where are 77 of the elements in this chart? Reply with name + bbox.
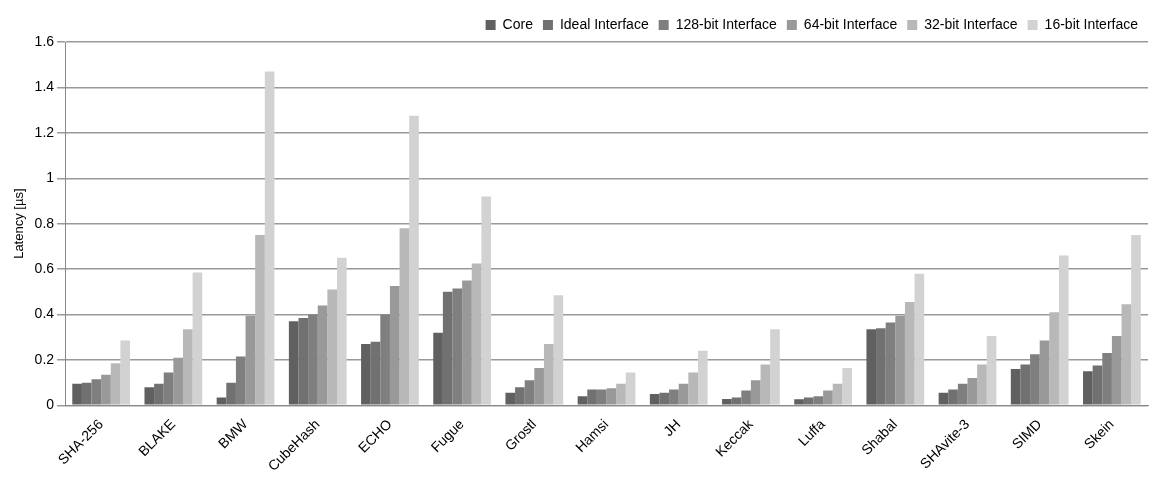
bar [938,392,949,405]
bar [722,398,732,405]
bar [1049,312,1059,405]
bar [433,332,443,405]
bar [697,350,708,405]
bar [986,336,997,405]
y-tick-label: 0.4 [34,305,55,322]
bar [625,372,636,405]
bar [192,272,203,405]
bar [803,397,814,405]
bar [1010,369,1021,405]
y-tick-label: 0 [46,396,55,413]
legend-label: 32-bit Interface [924,15,1018,32]
bar [144,387,155,405]
bar [842,367,852,405]
bar [731,397,742,405]
bar [948,389,958,405]
bar [577,396,588,405]
legend-label: Ideal Interface [559,15,649,32]
bar [904,302,915,405]
legend-label: 16-bit Interface [1044,15,1139,32]
legend-label: 64-bit Interface [803,15,898,32]
y-tick-label: 0.6 [34,259,55,276]
bar [977,364,987,405]
bar [409,115,419,405]
bar [1020,364,1031,405]
y-tick-label: 1 [46,169,55,186]
bar [770,329,780,405]
bar [264,71,275,405]
bar [442,291,453,405]
y-tick-label: 1.4 [34,78,55,95]
bar [298,317,309,405]
bar [81,382,92,405]
legend-label: 128-bit Interface [675,15,778,32]
bar [361,344,371,405]
bar [543,344,554,405]
bar [876,328,886,405]
bar [216,397,227,405]
bar [505,392,516,405]
bar [794,399,804,405]
bar [1121,304,1132,405]
bar [120,340,131,405]
bar [154,383,164,405]
bar [1083,371,1093,405]
bar [182,329,193,405]
y-tick-label: 1.6 [34,32,55,49]
bar [515,387,525,405]
bar [226,382,236,405]
bar [760,364,771,405]
bar [72,383,82,405]
bar [327,289,337,405]
bar [399,228,410,405]
bar [1058,255,1069,405]
bar [370,341,381,405]
bar [1092,365,1103,405]
bar [288,321,299,405]
y-tick-label: 1.2 [34,123,55,140]
bar [659,392,670,405]
bar [688,372,698,405]
y-tick-label: 0.2 [34,350,55,367]
bar [587,389,597,405]
y-tick-label: 0.8 [34,214,55,231]
bar [553,295,564,405]
bar [649,393,660,405]
bar [616,383,626,405]
bar [471,263,482,405]
x-tick-label: JH [660,415,684,440]
bar [110,363,121,405]
bar [255,235,265,405]
bar [866,329,877,405]
y-axis-title: Latency [µs] [11,188,27,259]
bar [1131,235,1141,405]
bar [481,196,492,405]
bar [337,257,347,405]
bar [832,383,843,405]
bar [914,273,925,405]
legend-label: Core [502,15,534,32]
